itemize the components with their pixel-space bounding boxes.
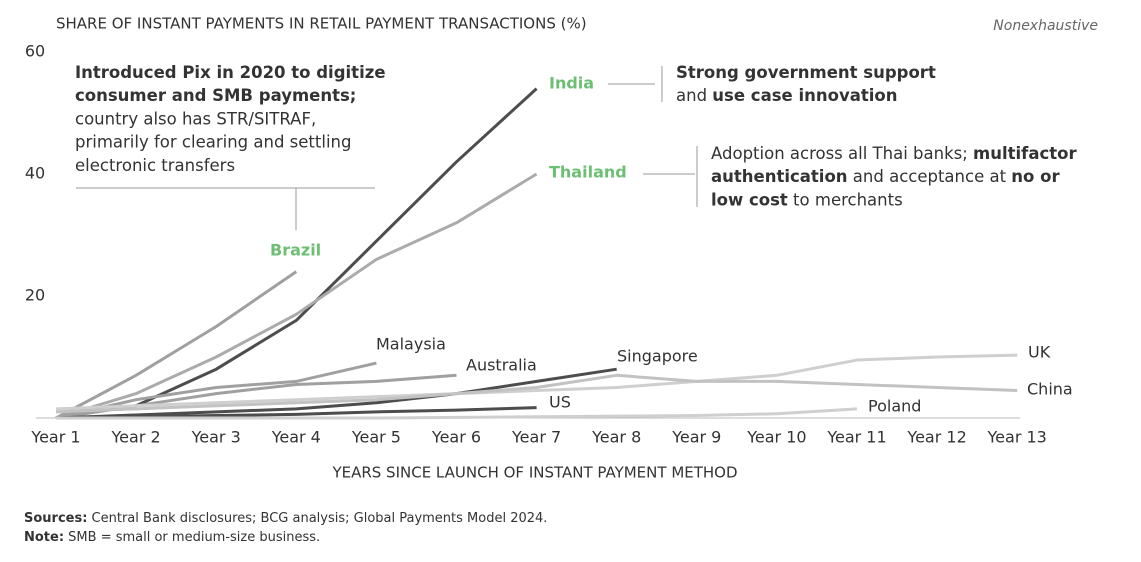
series-line — [55, 367, 617, 420]
annotation-run: to merchants — [788, 190, 903, 209]
annotation-line: low cost to merchants — [711, 190, 903, 209]
connector — [608, 66, 663, 102]
x-tick-label: Year 10 — [746, 428, 806, 447]
series-line — [55, 172, 538, 420]
x-tick-label: Year 4 — [271, 428, 321, 447]
annotation-line: electronic transfers — [75, 155, 235, 174]
series-label: US — [549, 393, 571, 412]
annotation-run: and acceptance at — [848, 167, 1012, 186]
y-tick-label: 60 — [25, 42, 45, 61]
annotation-line: Note: SMB = small or medium-size busines… — [24, 530, 320, 545]
series-label: Thailand — [549, 163, 627, 182]
series-label: Poland — [868, 397, 921, 416]
series-label: China — [1027, 380, 1073, 399]
x-tick-label: Year 8 — [591, 428, 641, 447]
annotation-line: country also has STR/SITRAF, — [75, 109, 316, 128]
annotation-run: no or — [1011, 167, 1060, 186]
x-tick-label: Year 13 — [987, 428, 1047, 447]
annotation-line: primarily for clearing and settling — [75, 132, 351, 151]
annotation-line: authentication and acceptance at no or — [711, 167, 1060, 186]
annotation-run: Adoption across all Thai banks; — [711, 144, 973, 163]
series-line — [55, 373, 1018, 414]
annotation-line: and use case innovation — [676, 86, 897, 105]
annotation-run: primarily for clearing and settling — [75, 132, 351, 151]
annotation-run: use case innovation — [712, 86, 897, 105]
x-tick-label: Year 9 — [671, 428, 721, 447]
annotation-line: Adoption across all Thai banks; multifac… — [711, 144, 1077, 163]
annotation-run: electronic transfers — [75, 155, 235, 174]
annotation-run: low cost — [711, 190, 788, 209]
series-label: Singapore — [617, 347, 698, 366]
chart-title: SHARE OF INSTANT PAYMENTS IN RETAIL PAYM… — [56, 15, 587, 33]
y-tick-label: 20 — [25, 286, 45, 305]
annotation-line: consumer and SMB payments; — [75, 86, 356, 105]
annotation-line: Introduced Pix in 2020 to digitize — [75, 63, 386, 82]
series-line — [55, 270, 298, 420]
series-label: Australia — [466, 356, 537, 375]
series-label: India — [549, 74, 594, 93]
annotation-line: Strong government support — [676, 63, 936, 82]
connector — [76, 187, 375, 230]
series-line — [55, 353, 1018, 411]
y-tick-label: 40 — [25, 164, 45, 183]
annotation-run: authentication — [711, 167, 848, 186]
annotation-run: Note: — [24, 530, 64, 545]
x-tick-label: Year 6 — [431, 428, 481, 447]
chart-subtitle: Nonexhaustive — [993, 18, 1098, 34]
annotation-run: country also has STR/SITRAF, — [75, 109, 316, 128]
annotation-line: Sources: Central Bank disclosures; BCG a… — [24, 511, 547, 526]
x-tick-label: Year 5 — [351, 428, 401, 447]
annotation-run: Sources: — [24, 511, 87, 526]
x-tick-label: Year 2 — [111, 428, 161, 447]
series-label: Brazil — [270, 241, 321, 260]
x-tick-label: Year 3 — [191, 428, 241, 447]
annotation-run: consumer and SMB payments; — [75, 86, 356, 105]
annotation-run: and — [676, 86, 712, 105]
x-tick-label: Year 7 — [511, 428, 561, 447]
x-tick-label: Year 1 — [30, 428, 80, 447]
annotation-run: Strong government support — [676, 63, 936, 82]
x-tick-label: Year 11 — [826, 428, 886, 447]
annotation-run: Central Bank disclosures; BCG analysis; … — [87, 511, 547, 526]
series-label: Malaysia — [376, 335, 446, 354]
annotation-run: SMB = small or medium-size business. — [64, 530, 320, 545]
connector — [643, 146, 698, 207]
x-axis-label: YEARS SINCE LAUNCH OF INSTANT PAYMENT ME… — [331, 464, 737, 482]
series-line — [56, 407, 858, 420]
annotation-run: multifactor — [973, 144, 1077, 163]
series-line — [55, 373, 457, 420]
annotation-run: Introduced Pix in 2020 to digitize — [75, 63, 386, 82]
x-tick-label: Year 12 — [906, 428, 966, 447]
series-label: UK — [1028, 343, 1051, 362]
